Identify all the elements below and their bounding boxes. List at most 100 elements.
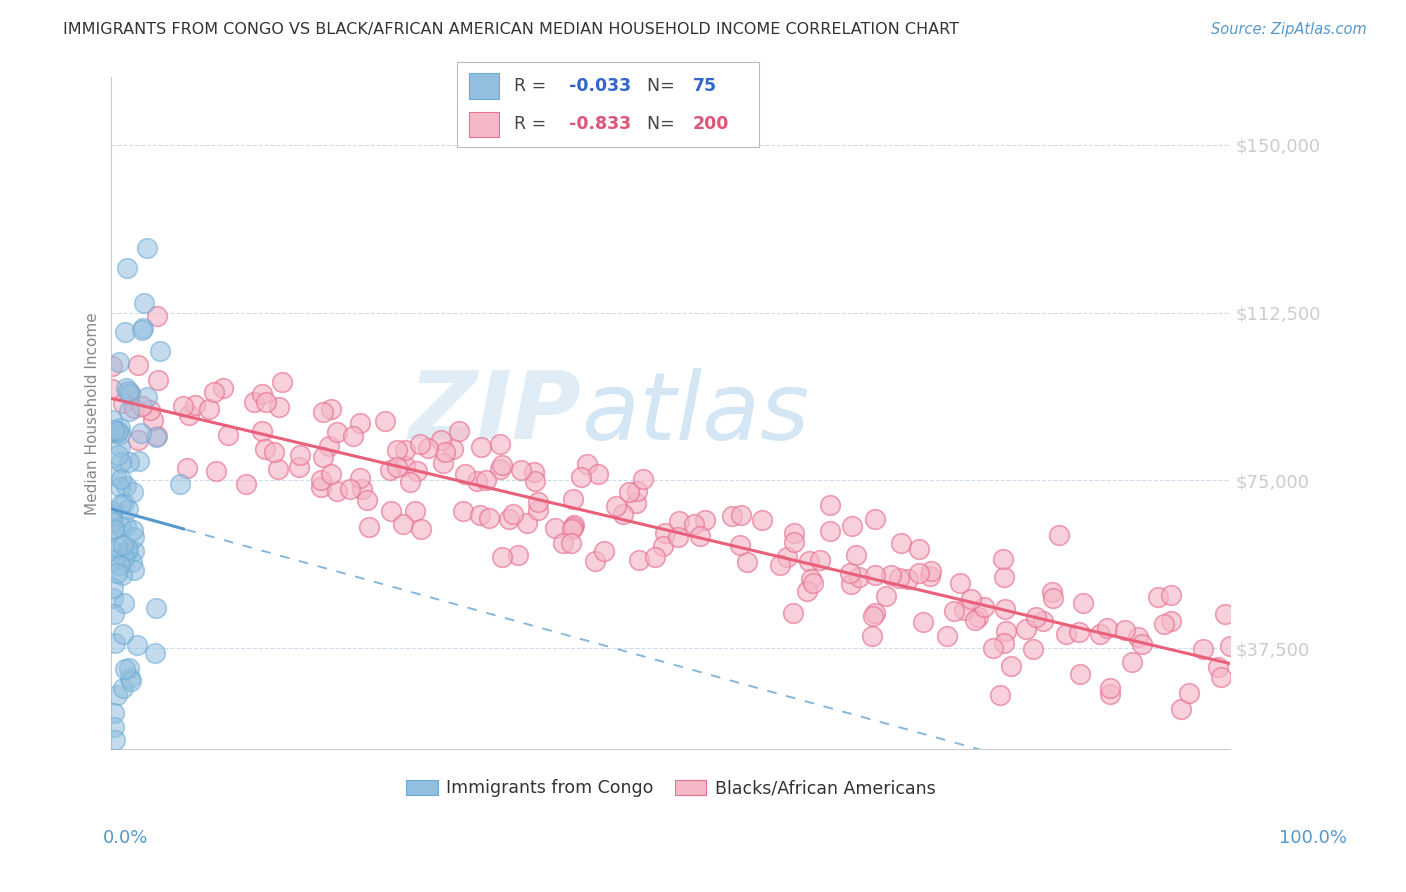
- Point: [138, 403, 160, 417]
- Point: [405, 464, 427, 478]
- Point: [612, 507, 634, 521]
- Point: [309, 473, 332, 487]
- Point: [103, 523, 125, 537]
- Point: [730, 508, 752, 523]
- Point: [118, 661, 141, 675]
- Point: [818, 524, 841, 539]
- Point: [252, 424, 274, 438]
- Point: [1114, 623, 1136, 637]
- Point: [243, 394, 266, 409]
- Point: [551, 536, 574, 550]
- Point: [131, 323, 153, 337]
- Point: [114, 662, 136, 676]
- Point: [1067, 624, 1090, 639]
- Point: [491, 550, 513, 565]
- Point: [1121, 655, 1143, 669]
- Point: [973, 600, 995, 615]
- Point: [988, 688, 1011, 702]
- Point: [339, 482, 361, 496]
- Point: [783, 534, 806, 549]
- Point: [105, 689, 128, 703]
- Point: [392, 517, 415, 532]
- Point: [172, 399, 194, 413]
- Point: [132, 321, 155, 335]
- Point: [1032, 614, 1054, 628]
- Point: [728, 538, 751, 552]
- Point: [120, 674, 142, 689]
- Point: [104, 733, 127, 747]
- Point: [100, 382, 122, 396]
- Point: [101, 516, 124, 530]
- Point: [270, 375, 292, 389]
- Point: [394, 459, 416, 474]
- Point: [454, 467, 477, 481]
- Point: [995, 624, 1018, 638]
- Point: [108, 480, 131, 494]
- Point: [1069, 666, 1091, 681]
- Point: [800, 573, 823, 587]
- Point: [936, 629, 959, 643]
- Text: 100.0%: 100.0%: [1279, 829, 1347, 847]
- Point: [863, 512, 886, 526]
- Point: [848, 570, 870, 584]
- Point: [1000, 659, 1022, 673]
- Point: [183, 398, 205, 412]
- Point: [491, 458, 513, 473]
- Point: [1025, 610, 1047, 624]
- Point: [202, 384, 225, 399]
- Point: [1219, 639, 1241, 653]
- Point: [838, 566, 860, 581]
- Point: [863, 607, 886, 621]
- Point: [149, 344, 172, 359]
- Point: [125, 638, 148, 652]
- Point: [350, 483, 373, 497]
- Point: [808, 553, 831, 567]
- Point: [117, 542, 139, 557]
- Point: [1040, 584, 1063, 599]
- Point: [796, 583, 818, 598]
- Point: [633, 472, 655, 486]
- Text: -0.033: -0.033: [569, 78, 631, 95]
- Point: [108, 421, 131, 435]
- Point: [115, 543, 138, 558]
- Point: [993, 636, 1015, 650]
- Point: [575, 457, 598, 471]
- Point: [121, 555, 143, 569]
- Point: [441, 442, 464, 456]
- Point: [146, 309, 169, 323]
- Point: [103, 582, 125, 596]
- Text: atlas: atlas: [581, 368, 810, 458]
- Point: [356, 492, 378, 507]
- Text: R =: R =: [515, 78, 553, 95]
- Point: [122, 524, 145, 538]
- Point: [1160, 615, 1182, 629]
- Point: [654, 526, 676, 541]
- Point: [263, 445, 285, 459]
- Text: Source: ZipAtlas.com: Source: ZipAtlas.com: [1211, 22, 1367, 37]
- Point: [198, 402, 221, 417]
- Point: [143, 646, 166, 660]
- Bar: [470, 73, 499, 99]
- Point: [560, 535, 582, 549]
- Point: [145, 600, 167, 615]
- Point: [1191, 641, 1213, 656]
- Point: [626, 483, 648, 498]
- Point: [841, 519, 863, 533]
- Point: [1160, 588, 1182, 602]
- Point: [136, 241, 159, 255]
- Point: [128, 454, 150, 468]
- Point: [312, 404, 335, 418]
- Point: [114, 519, 136, 533]
- Point: [644, 550, 666, 565]
- Point: [887, 571, 910, 585]
- Point: [689, 529, 711, 543]
- Point: [112, 496, 135, 510]
- Point: [1095, 621, 1118, 635]
- Point: [693, 513, 716, 527]
- Point: [605, 499, 627, 513]
- Point: [127, 358, 149, 372]
- Point: [394, 442, 416, 457]
- Point: [110, 520, 132, 534]
- Point: [489, 437, 512, 451]
- Point: [135, 390, 157, 404]
